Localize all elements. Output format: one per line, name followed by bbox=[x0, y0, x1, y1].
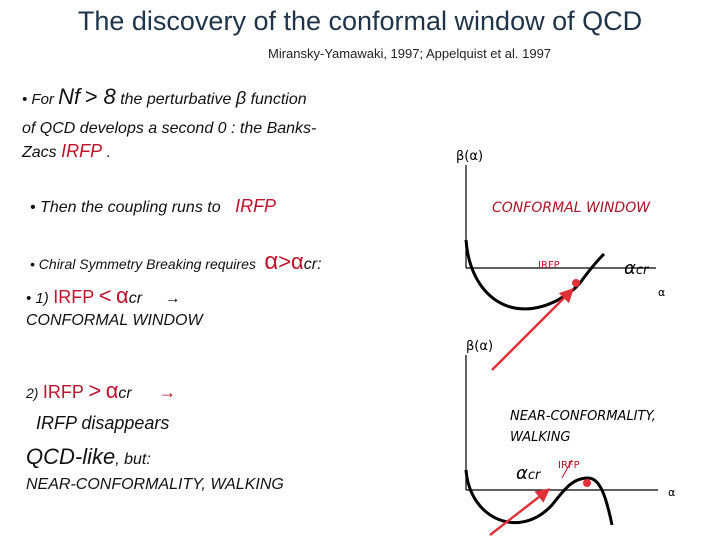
cr-subscript: cr: bbox=[303, 256, 322, 273]
bullet-nf: • For Nf > 8 the perturbative β function bbox=[22, 84, 307, 110]
greater-than: > bbox=[278, 249, 292, 274]
bullet-nf-line3-text: Zacs bbox=[22, 144, 62, 161]
irfp-point bbox=[572, 279, 580, 287]
nf-threshold: > 8 bbox=[84, 84, 116, 109]
qcd-like-term: QCD-like bbox=[26, 444, 116, 469]
graph1-window-label: CONFORMAL WINDOW bbox=[492, 200, 651, 216]
implies-arrow: → bbox=[158, 382, 177, 402]
graph2-alpha-cr: αcr bbox=[516, 463, 542, 484]
bullet-nf-line3-end: . bbox=[102, 144, 112, 161]
alpha-symbol: α bbox=[105, 378, 119, 403]
case-2-near: NEAR-CONFORMALITY, WALKING bbox=[26, 476, 284, 493]
bullet-nf-prefix: • For bbox=[22, 91, 59, 108]
bullet-nf-line3: Zacs IRFP . bbox=[22, 141, 111, 162]
irfp-term: IRFP bbox=[53, 287, 95, 307]
bullet-chiral: • Chiral Symmetry Breaking requires α>αc… bbox=[30, 248, 322, 276]
cr-subscript: cr bbox=[636, 263, 650, 278]
bullet-nf-mid: the perturbative bbox=[115, 91, 236, 108]
beta-curve bbox=[464, 469, 614, 526]
walking-point bbox=[583, 479, 591, 487]
graph2-near-label-1: NEAR-CONFORMALITY, bbox=[510, 409, 656, 424]
case-2: 2) IRFP > αcr → bbox=[26, 378, 176, 404]
cr-subscript: cr bbox=[128, 290, 143, 307]
graph1-alpha-cr: αcr bbox=[624, 258, 650, 279]
case-1-prefix: • 1) bbox=[26, 290, 49, 307]
less-than: < bbox=[98, 283, 112, 308]
irfp-term: IRFP bbox=[61, 141, 103, 161]
flow-arrow bbox=[489, 488, 551, 536]
flow-arrow bbox=[491, 287, 575, 371]
graph1-ylabel: β(α) bbox=[456, 149, 483, 164]
graph2-ylabel: β(α) bbox=[466, 339, 493, 354]
case-1: • 1) IRFP < αcr → bbox=[26, 283, 181, 309]
bullet-runs-text: • Then the coupling runs to bbox=[30, 199, 221, 216]
alpha-symbol: α bbox=[116, 283, 129, 308]
case-2-prefix: 2) bbox=[26, 385, 39, 401]
nf-symbol: Nf bbox=[58, 84, 81, 109]
case-1-result: CONFORMAL WINDOW bbox=[26, 312, 203, 329]
case-2-qcdlike: QCD-like, but: bbox=[26, 444, 151, 470]
alpha-symbol: α bbox=[624, 258, 636, 279]
graph2-xlabel: α bbox=[668, 486, 675, 499]
slide-subtitle: Miransky-Yamawaki, 1997; Appelquist et a… bbox=[268, 46, 552, 61]
cr-subscript: cr bbox=[528, 468, 542, 483]
slide-title: The discovery of the conformal window of… bbox=[77, 6, 643, 36]
alpha-symbol: α bbox=[264, 248, 279, 275]
bullet-chiral-text: • Chiral Symmetry Breaking requires bbox=[30, 256, 256, 272]
irfp-term: IRFP bbox=[235, 196, 277, 216]
greater-than: > bbox=[88, 378, 102, 403]
alpha-symbol: α bbox=[516, 463, 528, 484]
alpha-symbol: α bbox=[291, 249, 304, 274]
irfp-term: IRFP bbox=[42, 382, 84, 402]
irfp-strike bbox=[561, 459, 573, 479]
graph1-irfp-label: IRFP bbox=[538, 260, 560, 271]
bullet-nf-line2: of QCD develops a second 0 : the Banks- bbox=[22, 120, 317, 137]
bullet-nf-suffix: function bbox=[246, 91, 307, 108]
case-2-disappears: IRFP disappears bbox=[36, 413, 170, 433]
beta-symbol: β bbox=[235, 88, 247, 108]
graph1-xlabel: α bbox=[658, 286, 665, 299]
implies-arrow: → bbox=[164, 290, 181, 307]
cr-subscript: cr bbox=[118, 385, 132, 402]
graph2-near-label-2: WALKING bbox=[510, 430, 571, 445]
bullet-runs: • Then the coupling runs to IRFP bbox=[30, 196, 276, 217]
qcd-like-but: , but: bbox=[115, 451, 151, 468]
